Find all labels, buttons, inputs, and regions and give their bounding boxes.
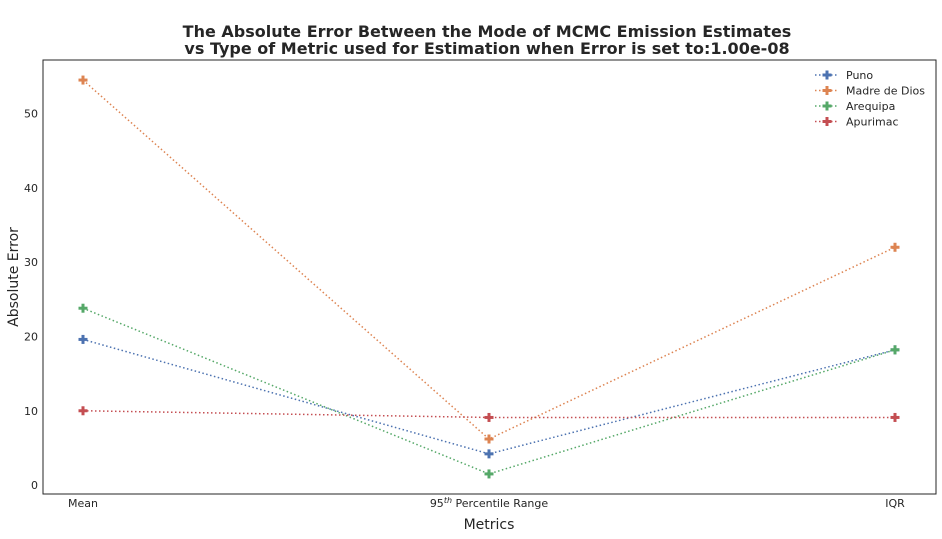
chart-title-line2: vs Type of Metric used for Estimation wh…: [184, 39, 789, 58]
legend-label: Puno: [846, 69, 873, 82]
data-point-marker: [78, 406, 88, 416]
y-tick-label: 0: [31, 479, 38, 492]
series-lines: [82, 79, 896, 475]
legend-label: Arequipa: [846, 100, 895, 113]
legend-label: Madre de Dios: [846, 85, 925, 98]
data-point-marker: [484, 449, 494, 459]
series-line-apurimac: [82, 410, 895, 419]
x-tick-label: IQR: [885, 497, 905, 510]
series-line-arequipa: [82, 307, 896, 475]
x-tick-label: Mean: [68, 497, 98, 510]
plot-frame: [42, 59, 937, 495]
data-point-marker: [890, 345, 900, 355]
legend-marker-swatch: [822, 101, 832, 111]
y-tick-label: 50: [24, 108, 38, 121]
series-line-puno: [82, 338, 896, 455]
data-point-marker: [484, 434, 494, 444]
data-point-marker: [78, 303, 88, 313]
legend-marker-swatch: [822, 70, 832, 80]
data-point-marker: [78, 75, 88, 85]
data-point-marker: [890, 412, 900, 422]
legend-item: Apurimac: [815, 116, 899, 129]
y-tick-label: 40: [24, 182, 38, 195]
y-tick-label: 20: [24, 330, 38, 343]
data-point-marker: [484, 469, 494, 479]
legend: Puno Madre de Dios Arequipa Apurimac: [815, 69, 925, 129]
legend-item: Puno: [815, 69, 873, 82]
x-axis-label: Metrics: [464, 517, 515, 533]
legend-marker-swatch: [822, 86, 832, 95]
x-tick-label: 95th Percentile Range: [430, 496, 549, 510]
y-axis-ticks: 0 10 20 30 40 50: [24, 108, 38, 493]
chart-title-line1: The Absolute Error Between the Mode of M…: [183, 22, 792, 41]
y-axis-label: Absolute Error: [6, 227, 22, 327]
legend-item: Madre de Dios: [815, 85, 925, 98]
y-tick-label: 30: [24, 256, 38, 269]
series-markers: [78, 75, 900, 479]
data-point-marker: [890, 242, 900, 252]
y-tick-label: 10: [24, 405, 38, 418]
series-line-madre-de-dios: [82, 79, 896, 440]
legend-marker-swatch: [822, 117, 832, 126]
data-point-marker: [484, 412, 494, 422]
x-axis-ticks: Mean 95th Percentile Range IQR: [68, 496, 905, 510]
legend-label: Apurimac: [846, 116, 899, 129]
data-point-marker: [78, 334, 88, 344]
legend-item: Arequipa: [815, 100, 895, 113]
